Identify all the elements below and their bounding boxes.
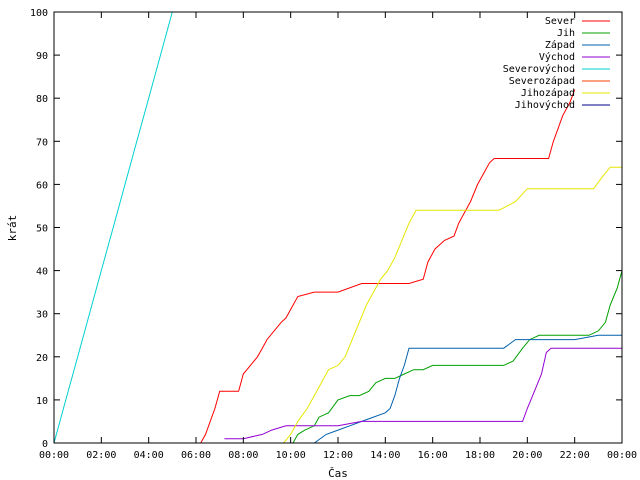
- y-tick-label: 20: [36, 353, 48, 364]
- x-tick-label: 16:00: [418, 450, 448, 461]
- legend-label: Severovýchod: [503, 63, 575, 75]
- series-line-4: [54, 12, 173, 443]
- legend-label: Západ: [545, 39, 575, 51]
- x-tick-label: 02:00: [86, 450, 116, 461]
- y-tick-label: 90: [36, 51, 48, 62]
- x-tick-label: 12:00: [323, 450, 353, 461]
- y-tick-label: 80: [36, 94, 48, 105]
- x-tick-label: 14:00: [370, 450, 400, 461]
- legend-label: Jih: [557, 28, 575, 39]
- x-tick-label: 06:00: [181, 450, 211, 461]
- legend-label: Severozápad: [509, 75, 575, 87]
- x-tick-label: 20:00: [512, 450, 542, 461]
- y-tick-label: 40: [36, 267, 48, 278]
- x-tick-label: 22:00: [560, 450, 590, 461]
- x-tick-label: 04:00: [134, 450, 164, 461]
- series-line-3: [224, 347, 622, 440]
- y-tick-label: 60: [36, 180, 48, 191]
- y-tick-label: 70: [36, 137, 48, 148]
- y-tick-label: 10: [36, 396, 48, 407]
- x-tick-label: 10:00: [276, 450, 306, 461]
- series-line-2: [314, 334, 622, 443]
- legend-label: Jihovýchod: [515, 99, 575, 111]
- y-axis-title: krát: [6, 215, 19, 242]
- series-line-0: [200, 89, 576, 443]
- y-tick-label: 100: [30, 8, 48, 19]
- y-tick-label: 0: [42, 439, 48, 450]
- x-tick-label: 00:00: [39, 450, 69, 461]
- series-line-6: [283, 166, 622, 443]
- legend-label: Východ: [539, 51, 575, 63]
- x-tick-label: 00:00: [607, 450, 637, 461]
- legend-label: Sever: [545, 16, 575, 27]
- x-tick-label: 18:00: [465, 450, 495, 461]
- x-axis-title: Čas: [328, 467, 348, 480]
- legend-label: Jihozápad: [521, 87, 575, 99]
- y-tick-label: 50: [36, 224, 48, 235]
- x-tick-label: 08:00: [228, 450, 258, 461]
- y-tick-label: 30: [36, 310, 48, 321]
- series-line-1: [292, 270, 622, 443]
